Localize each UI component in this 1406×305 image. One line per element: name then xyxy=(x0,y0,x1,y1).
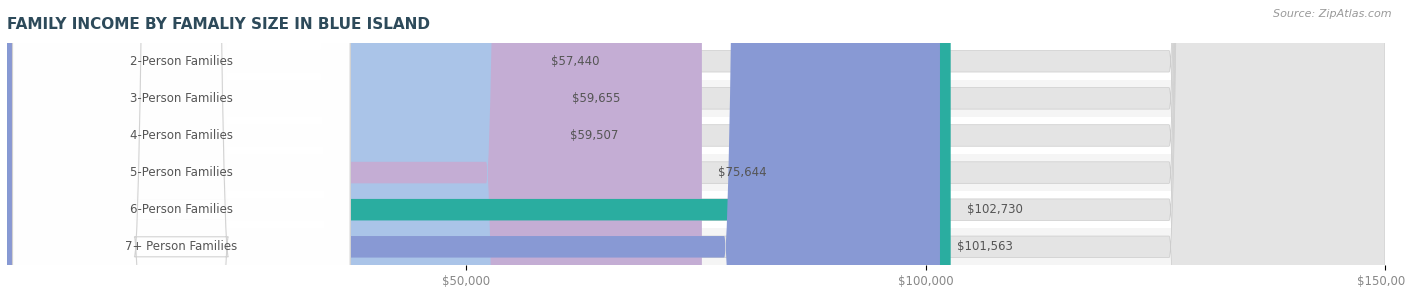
FancyBboxPatch shape xyxy=(7,0,950,305)
FancyBboxPatch shape xyxy=(7,0,1385,305)
FancyBboxPatch shape xyxy=(7,0,534,305)
FancyBboxPatch shape xyxy=(13,0,350,305)
Text: $101,563: $101,563 xyxy=(956,240,1012,253)
Text: FAMILY INCOME BY FAMALIY SIZE IN BLUE ISLAND: FAMILY INCOME BY FAMALIY SIZE IN BLUE IS… xyxy=(7,17,430,32)
Text: $102,730: $102,730 xyxy=(967,203,1024,216)
Bar xyxy=(7,228,1385,265)
FancyBboxPatch shape xyxy=(7,0,554,305)
FancyBboxPatch shape xyxy=(7,0,1385,305)
Text: 5-Person Families: 5-Person Families xyxy=(129,166,233,179)
FancyBboxPatch shape xyxy=(7,0,1385,305)
Bar xyxy=(7,117,1385,154)
FancyBboxPatch shape xyxy=(7,0,702,305)
FancyBboxPatch shape xyxy=(13,0,350,305)
Bar xyxy=(7,43,1385,80)
FancyBboxPatch shape xyxy=(7,0,1385,305)
FancyBboxPatch shape xyxy=(7,0,555,305)
Text: 3-Person Families: 3-Person Families xyxy=(129,92,233,105)
Bar xyxy=(7,191,1385,228)
Text: Source: ZipAtlas.com: Source: ZipAtlas.com xyxy=(1274,9,1392,19)
Text: 2-Person Families: 2-Person Families xyxy=(129,55,233,68)
FancyBboxPatch shape xyxy=(7,0,1385,305)
FancyBboxPatch shape xyxy=(13,0,350,305)
Text: 6-Person Families: 6-Person Families xyxy=(129,203,233,216)
Text: $75,644: $75,644 xyxy=(718,166,768,179)
Text: 7+ Person Families: 7+ Person Families xyxy=(125,240,238,253)
Bar xyxy=(7,80,1385,117)
FancyBboxPatch shape xyxy=(13,0,350,305)
Bar xyxy=(7,154,1385,191)
FancyBboxPatch shape xyxy=(7,0,1385,305)
Text: $59,507: $59,507 xyxy=(571,129,619,142)
Text: $59,655: $59,655 xyxy=(572,92,620,105)
Text: 4-Person Families: 4-Person Families xyxy=(129,129,233,142)
FancyBboxPatch shape xyxy=(13,0,350,305)
FancyBboxPatch shape xyxy=(7,0,941,305)
Text: $57,440: $57,440 xyxy=(551,55,600,68)
FancyBboxPatch shape xyxy=(13,0,350,305)
